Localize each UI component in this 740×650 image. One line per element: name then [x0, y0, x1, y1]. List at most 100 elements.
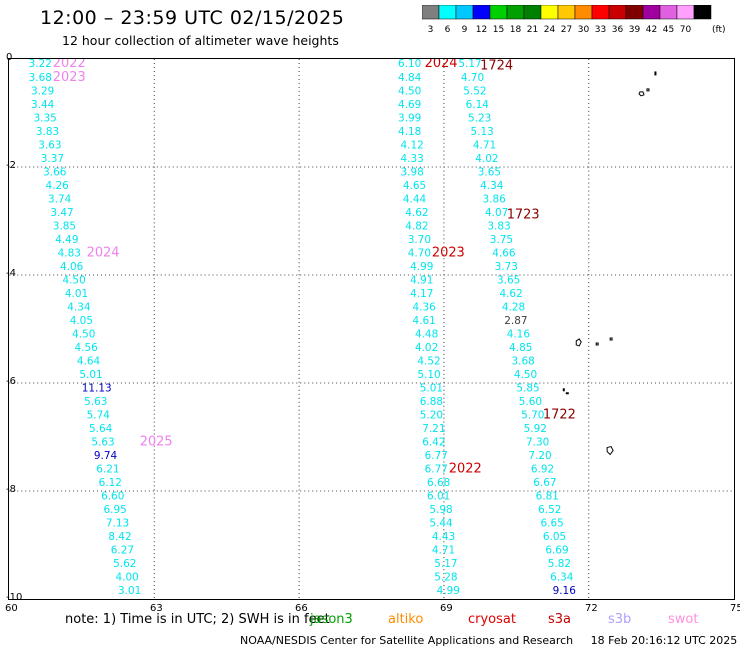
- wave-height-value: 6.81: [536, 490, 559, 502]
- wave-height-value: 3.37: [41, 153, 64, 165]
- wave-height-value: 4.07: [485, 207, 508, 219]
- wave-height-value: 4.64: [77, 355, 101, 367]
- wave-height-value: 4.62: [499, 288, 522, 300]
- wave-height-value: 4.56: [75, 342, 98, 354]
- wave-height-value: 6.12: [99, 477, 122, 489]
- y-tick-label: 0: [6, 52, 13, 63]
- y-tick-label: -10: [6, 592, 23, 603]
- wave-height-value: 3.75: [490, 234, 513, 246]
- legend-swatch: [557, 5, 576, 20]
- wave-height-value: 5.20: [420, 409, 443, 421]
- legend-swatch: [506, 5, 525, 20]
- satellite-label: swot: [668, 612, 699, 627]
- island-outline: [646, 88, 650, 92]
- wave-height-value: 6.69: [545, 544, 568, 556]
- wave-height-value: 3.68: [512, 355, 535, 367]
- wave-height-value: 6.52: [538, 504, 561, 516]
- wave-height-value: 4.06: [60, 261, 83, 273]
- island-outline: [654, 71, 657, 76]
- legend-swatch: [642, 5, 661, 20]
- page-title: 12:00 – 23:59 UTC 02/15/2025: [40, 7, 345, 29]
- legend-label: 12: [476, 25, 487, 35]
- wave-height-value: 6.60: [101, 490, 124, 502]
- altimeter-map: 3.223.683.293.443.353.833.633.373.664.26…: [8, 58, 735, 600]
- wave-height-value: 5.63: [91, 436, 114, 448]
- wave-height-value: 6.65: [541, 517, 564, 529]
- wave-height-value: 4.71: [473, 139, 496, 151]
- wave-height-value: 4.50: [62, 274, 85, 286]
- wave-height-value: 5.52: [463, 85, 486, 97]
- wave-height-value: 3.98: [400, 166, 423, 178]
- satellite-label: s3a: [548, 612, 572, 627]
- legend-swatch: [608, 5, 627, 20]
- wave-height-value: 4.36: [413, 301, 436, 313]
- wave-height-value: 4.44: [403, 193, 427, 205]
- generated-timestamp: 18 Feb 20:16:12 UTC 2025: [590, 634, 738, 647]
- wave-height-value: 5.63: [84, 396, 107, 408]
- legend-label: 42: [646, 25, 657, 35]
- wave-height-value: 5.13: [470, 126, 493, 138]
- wave-height-value: 3.86: [483, 193, 506, 205]
- wave-height-value: 4.05: [70, 315, 93, 327]
- wave-height-value: 4.12: [400, 139, 423, 151]
- wave-height-value: 5.62: [113, 558, 136, 570]
- island-outline: [565, 392, 569, 395]
- wave-height-value: 3.83: [487, 220, 510, 232]
- wave-height-value: 5.85: [516, 382, 539, 394]
- pass-time-label: 1722: [543, 407, 576, 422]
- y-tick-label: -4: [6, 268, 16, 279]
- wave-height-value: 6.42: [422, 436, 445, 448]
- wave-height-value: 3.85: [53, 220, 76, 232]
- wave-height-value: 5.70: [521, 409, 544, 421]
- wave-height-value: 7.30: [526, 436, 549, 448]
- footnote: note: 1) Time is in UTC; 2) SWH is in fe…: [65, 612, 330, 627]
- legend-swatch: [693, 5, 712, 20]
- satellite-label: cryosat: [468, 612, 516, 627]
- legend-label: 15: [493, 25, 504, 35]
- legend-label: 33: [595, 25, 606, 35]
- wave-height-value: 5.74: [87, 409, 111, 421]
- y-tick-label: -8: [6, 484, 16, 495]
- wave-height-value: 4.34: [480, 180, 504, 192]
- wave-height-value: 4.99: [410, 261, 433, 273]
- wave-height-value: 3.47: [50, 207, 73, 219]
- wave-height-value: 5.01: [79, 369, 102, 381]
- wave-height-value: 4.50: [514, 369, 537, 381]
- island-outline: [606, 445, 614, 456]
- pass-time-label: 1724: [480, 58, 513, 73]
- wave-height-value: 3.70: [408, 234, 431, 246]
- wave-height-value: 6.10: [398, 58, 421, 70]
- wave-height-value: 3.73: [495, 261, 518, 273]
- legend-swatch: [472, 5, 491, 20]
- wave-height-value: 6.92: [531, 463, 554, 475]
- footer-credit: NOAA/NESDIS Center for Satellite Applica…: [240, 634, 737, 647]
- wave-height-value: 3.65: [497, 274, 520, 286]
- pass-time-label: 2022: [449, 461, 482, 476]
- wave-height-value: 5.44: [429, 517, 453, 529]
- wave-height-value: 4.02: [475, 153, 498, 165]
- legend-swatch: [422, 5, 440, 20]
- legend-label: 3: [428, 25, 434, 35]
- wave-height-value: 6.27: [111, 544, 134, 556]
- wave-height-value: 3.83: [36, 126, 59, 138]
- x-tick-label: 63: [150, 603, 163, 614]
- wave-height-value: 4.18: [398, 126, 421, 138]
- wave-height-value: 4.02: [415, 342, 438, 354]
- wave-height-value: 5.01: [420, 382, 443, 394]
- legend-swatch: [574, 5, 593, 20]
- wave-height-value: 6.88: [420, 396, 443, 408]
- pass-time-label: 2023: [53, 70, 86, 85]
- satellite-label: altiko: [388, 612, 424, 627]
- pass-time-label: 2024: [425, 58, 458, 71]
- legend-label: 30: [578, 25, 590, 35]
- wave-height-value: 3.63: [38, 139, 61, 151]
- satellite-label: jason3: [310, 612, 353, 627]
- legend-label: 27: [561, 25, 572, 35]
- legend-label: 18: [510, 25, 522, 35]
- wave-height-value: 4.49: [55, 234, 78, 246]
- wave-height-value: 4.34: [67, 301, 91, 313]
- legend-swatch: [455, 5, 474, 20]
- wave-height-legend: 3 6 9 12 15 18 21 24 27 30 33 36 39 42 45 70 (ft): [422, 5, 726, 35]
- wave-height-value: 9.16: [553, 585, 576, 597]
- wave-height-value: 6.05: [543, 531, 566, 543]
